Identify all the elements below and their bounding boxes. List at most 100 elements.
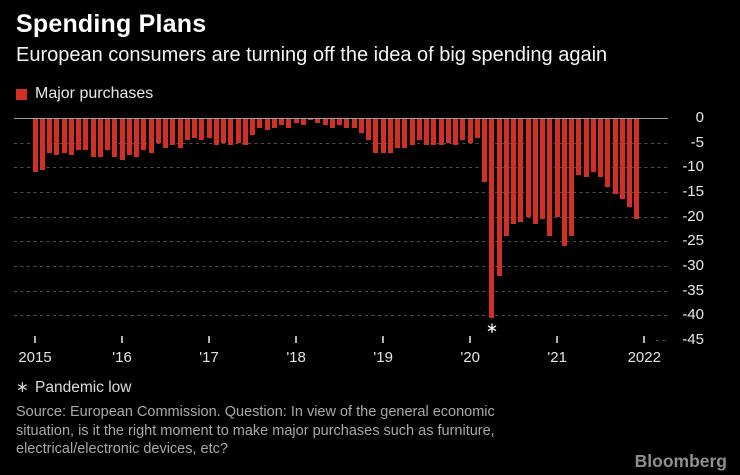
x-axis-tick [295,336,298,343]
bar [503,118,509,237]
bar [322,118,328,126]
bar [583,118,589,178]
x-axis-label: '17 [199,349,219,366]
bar [315,118,321,123]
bar [148,118,154,153]
y-axis-label: -30 [682,256,704,274]
legend-label: Major purchases [35,85,154,102]
bar [438,118,444,146]
bar [409,118,415,146]
x-axis-tick [643,336,646,343]
x-axis-tick [556,336,559,343]
gridline-dash [656,339,668,341]
x-axis-label: '21 [547,349,567,366]
bar [199,118,205,141]
bar [286,118,292,128]
bar [105,118,111,151]
source-line: Source: European Commission. Question: I… [16,404,495,420]
bar [213,118,219,146]
y-axis-label: 0 [695,109,704,126]
bar [380,118,386,153]
bar [97,118,103,158]
y-axis-label: -45 [682,330,704,348]
bar [482,118,488,183]
source-line: electrical/electronic devices, etc? [16,441,228,457]
bar [228,118,234,146]
chart-footnote: ∗ Pandemic low [16,378,132,397]
bar [206,118,212,138]
x-axis-label: 2022 [627,349,661,366]
gridline [14,265,668,267]
source-line: situation, is it the right moment to mak… [16,422,495,439]
bar [61,118,67,153]
y-axis-label: -5 [690,133,704,151]
bar [474,118,480,138]
x-axis-label: '18 [286,349,306,366]
bar [293,118,299,123]
bar [337,118,343,126]
bar [453,118,459,146]
bar [445,118,451,143]
bar [271,118,277,128]
chart-title: Spending Plans [16,10,207,38]
bar [525,118,531,217]
bar [569,118,575,237]
bar [141,118,147,151]
bar [612,118,618,195]
x-axis-label: '20 [460,349,480,366]
bar [119,118,125,160]
bar [134,118,140,158]
gridline [14,216,668,218]
bar [32,118,38,173]
bar [431,118,437,146]
asterisk-icon: ∗ [16,378,29,396]
x-axis-label: '16 [112,349,132,366]
legend-swatch-icon [16,88,27,100]
x-axis-tick [469,336,472,343]
bar [351,118,357,128]
bar [235,118,241,143]
gridline [14,191,668,193]
bar [54,118,60,155]
bar [47,118,52,153]
bar [344,118,350,128]
bar [416,118,422,141]
y-axis-label: -10 [682,158,704,176]
bar [184,118,190,141]
bar [547,118,553,237]
pandemic-low-marker: ∗ [485,318,499,337]
x-axis-tick [121,336,124,343]
bar [387,118,393,153]
bar [489,118,495,318]
bar [242,118,248,146]
bloomberg-logo: Bloomberg [634,451,727,471]
gridline [14,315,668,317]
bar [366,118,372,141]
bar [90,118,96,158]
bar [395,118,401,148]
x-axis-tick [382,336,385,343]
x-axis-label: 2015 [18,349,52,366]
bar [590,118,596,173]
bar [264,118,270,131]
x-axis-tick [208,336,211,343]
bar [424,118,430,146]
bar [576,118,582,175]
bar [634,118,640,220]
bar [518,118,524,222]
bar [511,118,517,225]
y-axis-label: -35 [682,281,704,299]
bar [250,118,256,136]
bar [532,118,538,225]
y-axis-label: -25 [682,232,704,250]
legend: Major purchases [16,85,153,103]
bar [170,118,176,146]
bar [540,118,546,220]
bar [300,118,306,126]
bar [619,118,625,200]
zero-baseline [14,117,668,119]
bar [83,118,89,151]
y-axis-label: -15 [682,182,704,200]
bar [39,118,45,170]
